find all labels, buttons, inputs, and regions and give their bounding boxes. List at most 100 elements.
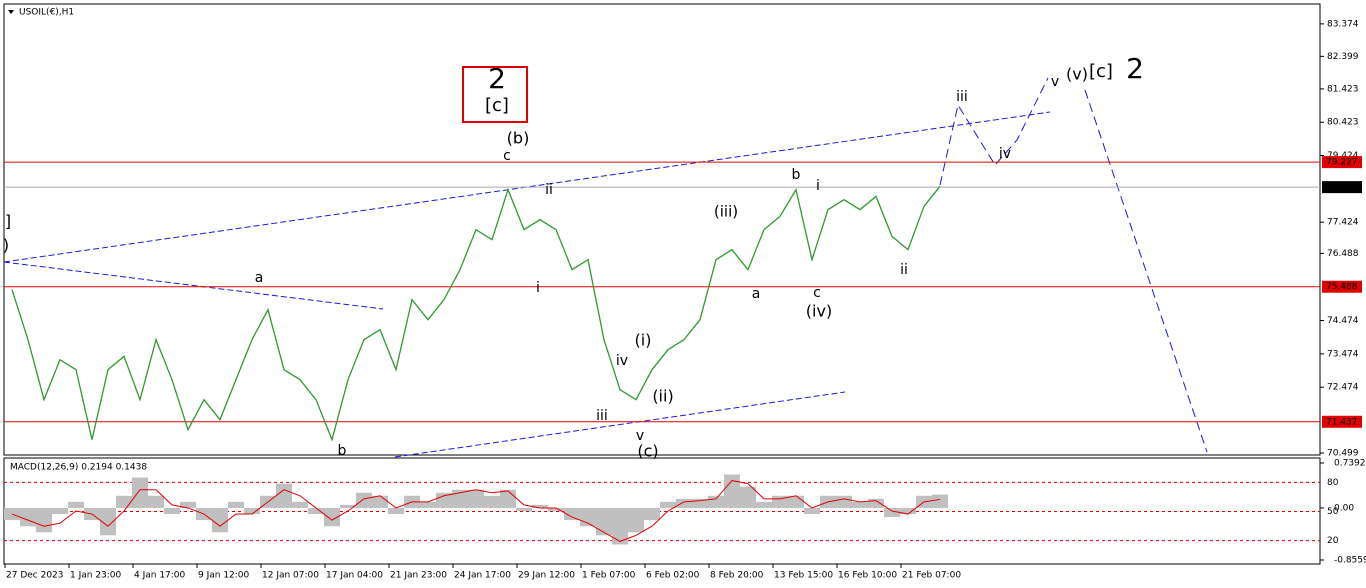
- histogram-bar: [644, 507, 660, 521]
- x-tick-label: 1 Feb 07:00: [582, 571, 636, 581]
- y-tick-label: 76.488: [1327, 249, 1359, 259]
- macd-title: MACD(12,26,9) 0.2194 0.1438: [10, 463, 147, 473]
- histogram-bar: [436, 492, 452, 508]
- symbol-title: USOIL(€),H1: [19, 8, 74, 18]
- trendline: [3, 111, 1051, 263]
- histogram-bar: [500, 489, 516, 508]
- price-pane: [3, 3, 1321, 456]
- histogram-bar: [212, 507, 228, 533]
- histogram-bar: [660, 501, 676, 508]
- x-tick-label: 6 Feb 02:00: [646, 571, 700, 581]
- x-tick-label: 27 Dec 2023: [6, 571, 64, 581]
- histogram-bar: [340, 504, 356, 508]
- histogram-bar: [420, 501, 436, 508]
- wave-label: 2: [488, 62, 506, 95]
- y2-tick-label: 50: [1327, 507, 1339, 517]
- x-tick-label: 16 Feb 10:00: [838, 571, 897, 581]
- histogram-bar: [628, 507, 644, 533]
- x-tick-label: 1 Jan 23:00: [70, 571, 122, 581]
- y2-tick-label: 80: [1327, 478, 1339, 488]
- trendline: [394, 391, 846, 458]
- histogram-bar: [804, 507, 820, 515]
- wave-label: c: [813, 285, 821, 301]
- wave-label: 2: [1126, 52, 1144, 85]
- wave-label: iii: [596, 408, 608, 424]
- wave-label: [c]: [1089, 61, 1113, 82]
- histogram-bar: [100, 507, 116, 536]
- wave-label: a: [255, 270, 264, 286]
- wave-label: (iv): [806, 302, 832, 321]
- histogram-bar: [612, 507, 628, 545]
- histogram-bar: [132, 477, 148, 508]
- trendline: [3, 261, 384, 310]
- histogram-bar: [452, 489, 468, 508]
- wave-label: b: [792, 167, 801, 183]
- wave-label: ii: [900, 262, 908, 278]
- histogram-bar: [180, 501, 196, 508]
- x-tick-label: 8 Feb 20:00: [710, 571, 764, 581]
- wave-label: (i): [635, 331, 652, 350]
- projection: [939, 77, 1208, 453]
- histogram-bar: [900, 507, 916, 515]
- x-tick-label: 13 Feb 15:00: [774, 571, 833, 581]
- level-label: 75.488: [1326, 282, 1358, 292]
- histogram-bar: [884, 507, 900, 518]
- level-label: 79.227: [1326, 158, 1358, 168]
- histogram-bar: [36, 507, 52, 533]
- wave-label: b: [338, 443, 347, 459]
- last-price-tag: [1322, 181, 1362, 194]
- y2-tick-label: 20: [1327, 536, 1339, 546]
- wave-label: (v): [1066, 65, 1088, 84]
- level-tag: [1322, 415, 1362, 428]
- x-tick-label: 12 Jan 07:00: [262, 571, 319, 581]
- histogram-bar: [596, 507, 612, 536]
- level-label: 71.437: [1326, 417, 1358, 427]
- y-tick-label: -0.8559: [1334, 556, 1366, 566]
- y-tick-label: 82.399: [1327, 52, 1359, 62]
- wave-label: (c): [637, 442, 658, 461]
- histogram-bar: [356, 492, 372, 508]
- x-tick-label: 17 Jan 04:00: [326, 571, 383, 581]
- histogram-bar: [228, 501, 244, 508]
- price-line: [11, 185, 941, 442]
- y-tick-label: 83.374: [1327, 19, 1359, 29]
- histogram-bar: [676, 498, 692, 508]
- histogram-bar: [692, 498, 708, 508]
- y-tick-label: 0.00: [1334, 503, 1354, 513]
- wave-label: iv: [616, 353, 628, 369]
- histogram-bar: [20, 507, 36, 527]
- histogram-bar: [708, 495, 724, 508]
- y-tick-label: 70.499: [1327, 449, 1359, 459]
- wave-label: i: [816, 178, 820, 194]
- histogram-bar: [756, 501, 772, 508]
- level-tag: [1322, 156, 1362, 169]
- y-tick-label: 0.7392: [1334, 459, 1366, 469]
- signal-line: [11, 480, 941, 542]
- histogram-bar: [116, 495, 132, 508]
- histogram-bar: [740, 486, 756, 508]
- wave-label: (iii): [714, 203, 738, 221]
- histogram-bar: [372, 495, 388, 508]
- histogram-bar: [292, 501, 308, 508]
- histogram-bar: [324, 507, 340, 527]
- y-tick-label: 77.424: [1327, 218, 1359, 228]
- histogram-bar: [468, 489, 484, 508]
- histogram-bar: [516, 507, 532, 511]
- x-tick-label: 21 Feb 07:00: [902, 571, 961, 581]
- wave-label: iv: [999, 146, 1011, 162]
- histogram-bar: [932, 494, 948, 508]
- y-tick-label: 79.424: [1327, 151, 1359, 161]
- histogram-bar: [836, 495, 852, 508]
- y-tick-label: 74.474: [1327, 316, 1359, 326]
- wave-box: [462, 66, 528, 123]
- x-tick-label: 29 Jan 12:00: [518, 571, 575, 581]
- y-tick-label: 72.474: [1327, 383, 1359, 393]
- wave-label: (ii): [652, 387, 673, 406]
- y-tick-label: 80.423: [1327, 118, 1359, 128]
- wave-label: ]: [5, 212, 11, 231]
- y-tick-label: 81.423: [1327, 84, 1359, 94]
- y-tick-label: 73.474: [1327, 349, 1359, 359]
- level-tag: [1322, 280, 1362, 293]
